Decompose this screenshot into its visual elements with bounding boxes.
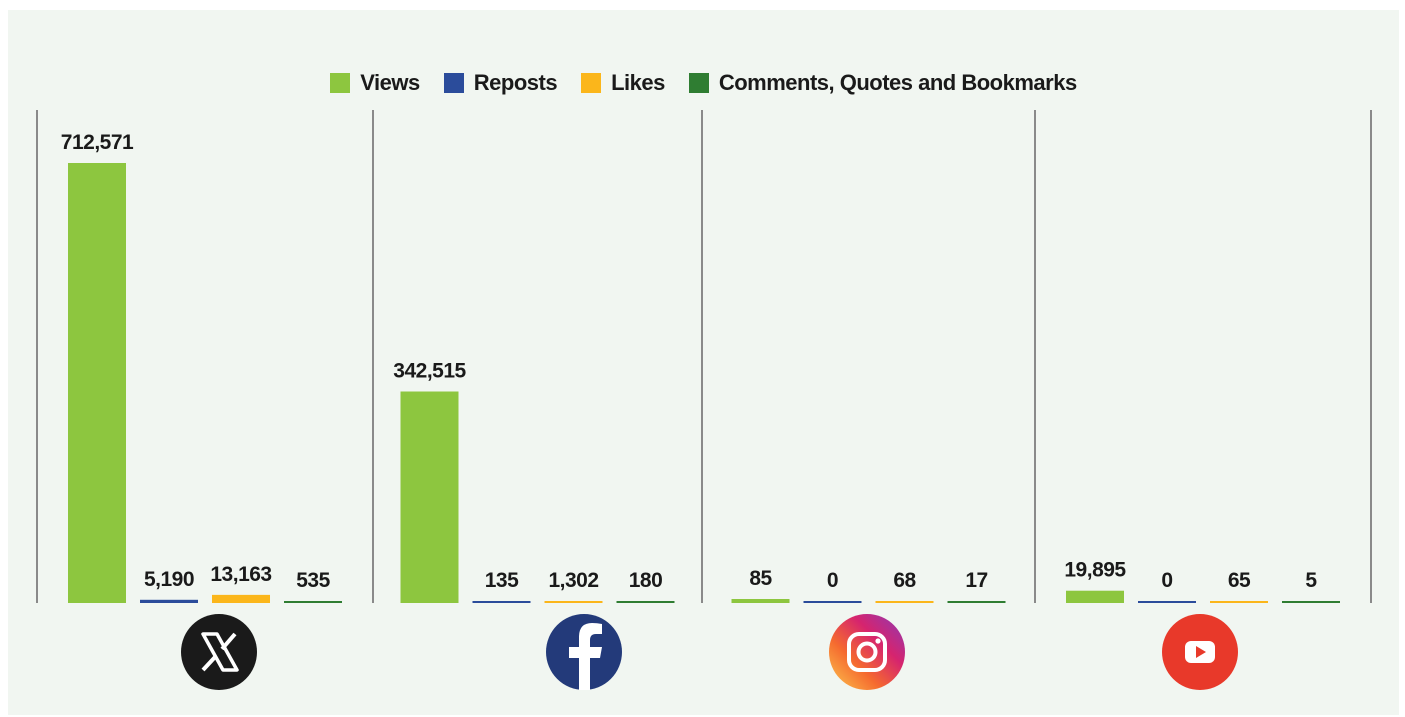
value-label-facebook-reposts: 135 — [485, 569, 519, 592]
value-label-x-likes: 13,163 — [210, 563, 271, 586]
legend-swatch-comments — [688, 73, 709, 93]
instagram-logo-icon — [829, 614, 905, 690]
bar-instagram-views — [731, 599, 790, 603]
legend-item-reposts: Reposts — [443, 70, 558, 96]
legend-swatch-likes — [581, 73, 602, 93]
bar-facebook-views — [400, 391, 459, 603]
facebook-logo-icon — [546, 614, 622, 690]
bar-youtube-comments — [1282, 601, 1340, 603]
value-label-youtube-reposts: 0 — [1161, 569, 1172, 592]
legend-label-views: Views — [360, 70, 420, 95]
legend-swatch-views — [330, 73, 351, 93]
bar-instagram-reposts — [803, 601, 862, 603]
bar-x-reposts — [140, 599, 198, 603]
bar-youtube-reposts — [1138, 601, 1196, 603]
value-label-x-views: 712,571 — [61, 131, 134, 154]
value-label-instagram-likes: 68 — [893, 569, 916, 592]
bar-x-likes — [212, 594, 270, 603]
legend-item-comments: Comments, Quotes and Bookmarks — [688, 70, 1077, 96]
value-labels: 712,571 5,190 13,163 535 342,515 135 1,302 180 8… — [61, 131, 1318, 592]
bar-instagram-comments — [947, 601, 1006, 603]
value-label-youtube-views: 19,895 — [1064, 559, 1126, 582]
value-label-instagram-reposts: 0 — [827, 569, 838, 592]
bars — [68, 163, 1340, 603]
bar-facebook-reposts — [472, 601, 531, 603]
x-logo-icon — [181, 614, 257, 690]
value-label-instagram-views: 85 — [749, 567, 772, 590]
value-label-facebook-likes: 1,302 — [548, 569, 598, 592]
group-dividers — [36, 110, 1372, 603]
legend-label-comments: Comments, Quotes and Bookmarks — [718, 70, 1077, 95]
legend-swatch-reposts — [443, 73, 464, 93]
value-label-youtube-likes: 65 — [1228, 569, 1251, 592]
value-label-youtube-comments: 5 — [1305, 569, 1317, 592]
legend-label-likes: Likes — [611, 70, 665, 95]
bar-x-comments — [284, 601, 342, 603]
legend-label-reposts: Reposts — [473, 70, 558, 95]
bar-youtube-likes — [1210, 601, 1268, 603]
legend: Views Reposts Likes Comments, Quotes and… — [8, 68, 1399, 98]
bar-facebook-likes — [544, 601, 603, 603]
bar-x-views — [68, 163, 126, 603]
value-label-facebook-comments: 180 — [629, 569, 663, 592]
value-label-instagram-comments: 17 — [965, 569, 987, 592]
youtube-logo-icon — [1162, 614, 1238, 690]
value-label-facebook-views: 342,515 — [393, 360, 466, 383]
bar-instagram-likes — [875, 601, 934, 603]
bar-youtube-views — [1066, 590, 1124, 603]
legend-item-views: Views — [330, 70, 420, 96]
value-label-x-comments: 535 — [296, 569, 330, 592]
bar-facebook-comments — [616, 601, 675, 603]
legend-item-likes: Likes — [581, 70, 665, 96]
value-label-x-reposts: 5,190 — [144, 568, 194, 591]
